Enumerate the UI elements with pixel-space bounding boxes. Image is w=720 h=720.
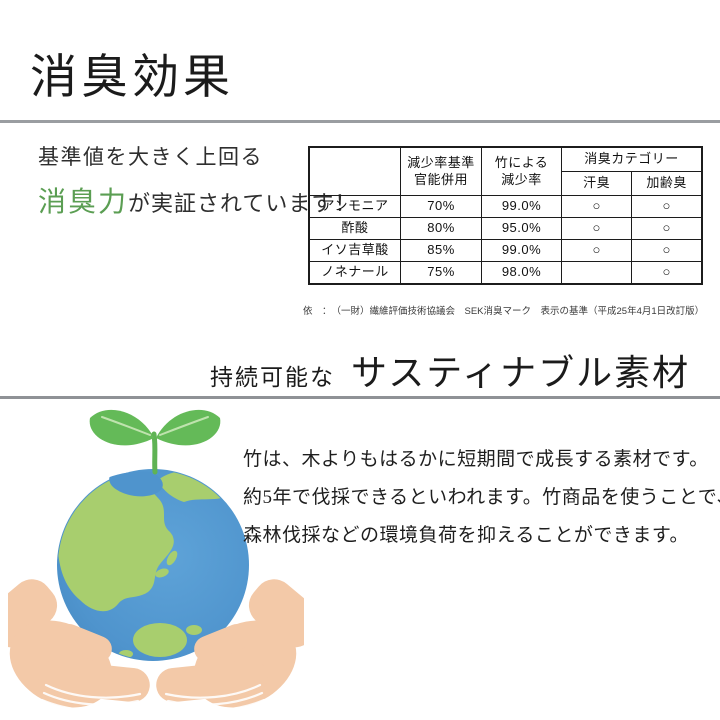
deodorant-table: 減少率基準 官能併用 竹による 減少率 消臭カテゴリー 汗臭 加齢臭 アンモニア 7… [308, 146, 703, 285]
header-aging-odor: 加齢臭 [631, 171, 703, 196]
cell-standard: 70% [400, 195, 482, 218]
header-bamboo-line2: 減少率 [501, 171, 542, 187]
cell-sweat-mark: ○ [560, 239, 633, 262]
cell-aging-mark: ○ [631, 261, 703, 285]
table-row-nonenal: ノネナール 75% 98.0% ○ [308, 261, 703, 285]
lead-line1: 基準値を大きく上回る [38, 145, 263, 169]
header-standard: 減少率基準 官能併用 [400, 146, 482, 196]
cell-bamboo: 99.0% [481, 239, 562, 262]
header-category: 消臭カテゴリー [561, 146, 703, 172]
cell-sweat-mark: ○ [560, 195, 633, 218]
table-row-acetic-acid: 酢酸 80% 95.0% ○ ○ [308, 217, 703, 240]
cell-standard: 75% [400, 261, 482, 285]
sprout-icon [89, 409, 221, 475]
body-line-3: 森林伐採などの環境負荷を抑えることができます。 [243, 525, 690, 546]
cell-substance: イソ吉草酸 [308, 239, 401, 262]
header-bamboo-line1: 竹による [494, 154, 549, 170]
section-divider-top [0, 120, 720, 123]
table-footnote: 依 ： （一財）繊維評価技術協議会 SEK消臭マーク 表示の基準（平成25年4月… [303, 306, 705, 317]
table-row-isovaleric-acid: イソ吉草酸 85% 99.0% ○ ○ [308, 239, 703, 262]
deodorant-section-title: 消臭効果 [30, 52, 234, 104]
cell-standard: 80% [400, 217, 482, 240]
header-sweat-odor: 汗臭 [560, 171, 633, 196]
earth-in-hands-illustration [8, 409, 304, 713]
body-line-1: 竹は、木よりもはるかに短期間で成長する素材です。 [243, 449, 709, 470]
cell-substance: アンモニア [308, 195, 401, 218]
cell-aging-mark: ○ [631, 217, 703, 240]
cell-standard: 85% [400, 239, 482, 262]
lead-highlight: 消臭力 [38, 187, 129, 219]
earth-icon [57, 467, 249, 661]
table-header-row-1: 減少率基準 官能併用 竹による 減少率 消臭カテゴリー [308, 146, 703, 196]
sustainable-title-main: サスティナブル素材 [351, 353, 691, 393]
left-hand-icon [8, 579, 150, 713]
cell-sweat-mark [560, 261, 633, 285]
sustainable-section-title: 持続可能な サスティナブル素材 [210, 344, 690, 396]
cell-bamboo: 98.0% [481, 261, 562, 285]
header-substance [308, 146, 401, 196]
cell-aging-mark: ○ [631, 195, 703, 218]
sustainable-body-paragraph: 竹は、木よりもはるかに短期間で成長する素材です。 約5年で伐採できるといわれます… [243, 441, 720, 555]
cell-substance: 酢酸 [308, 217, 401, 240]
section-divider-bottom [0, 396, 720, 399]
cell-aging-mark: ○ [631, 239, 703, 262]
table-row-ammonia: アンモニア 70% 99.0% ○ ○ [308, 195, 703, 218]
table-header-row-2: 汗臭 加齢臭 [309, 171, 703, 196]
header-standard-line2: 官能併用 [413, 171, 468, 187]
sustainable-title-prefix: 持続可能な [210, 365, 335, 390]
right-hand-icon [156, 579, 304, 713]
body-line-2: 約5年で伐採できるといわれます。竹商品を使うことで、 [243, 487, 720, 508]
header-standard-line1: 減少率基準 [407, 154, 475, 170]
header-bamboo: 竹による 減少率 [481, 146, 562, 196]
cell-bamboo: 95.0% [481, 217, 562, 240]
cell-substance: ノネナール [308, 261, 401, 285]
cell-bamboo: 99.0% [481, 195, 562, 218]
cell-sweat-mark: ○ [560, 217, 633, 240]
